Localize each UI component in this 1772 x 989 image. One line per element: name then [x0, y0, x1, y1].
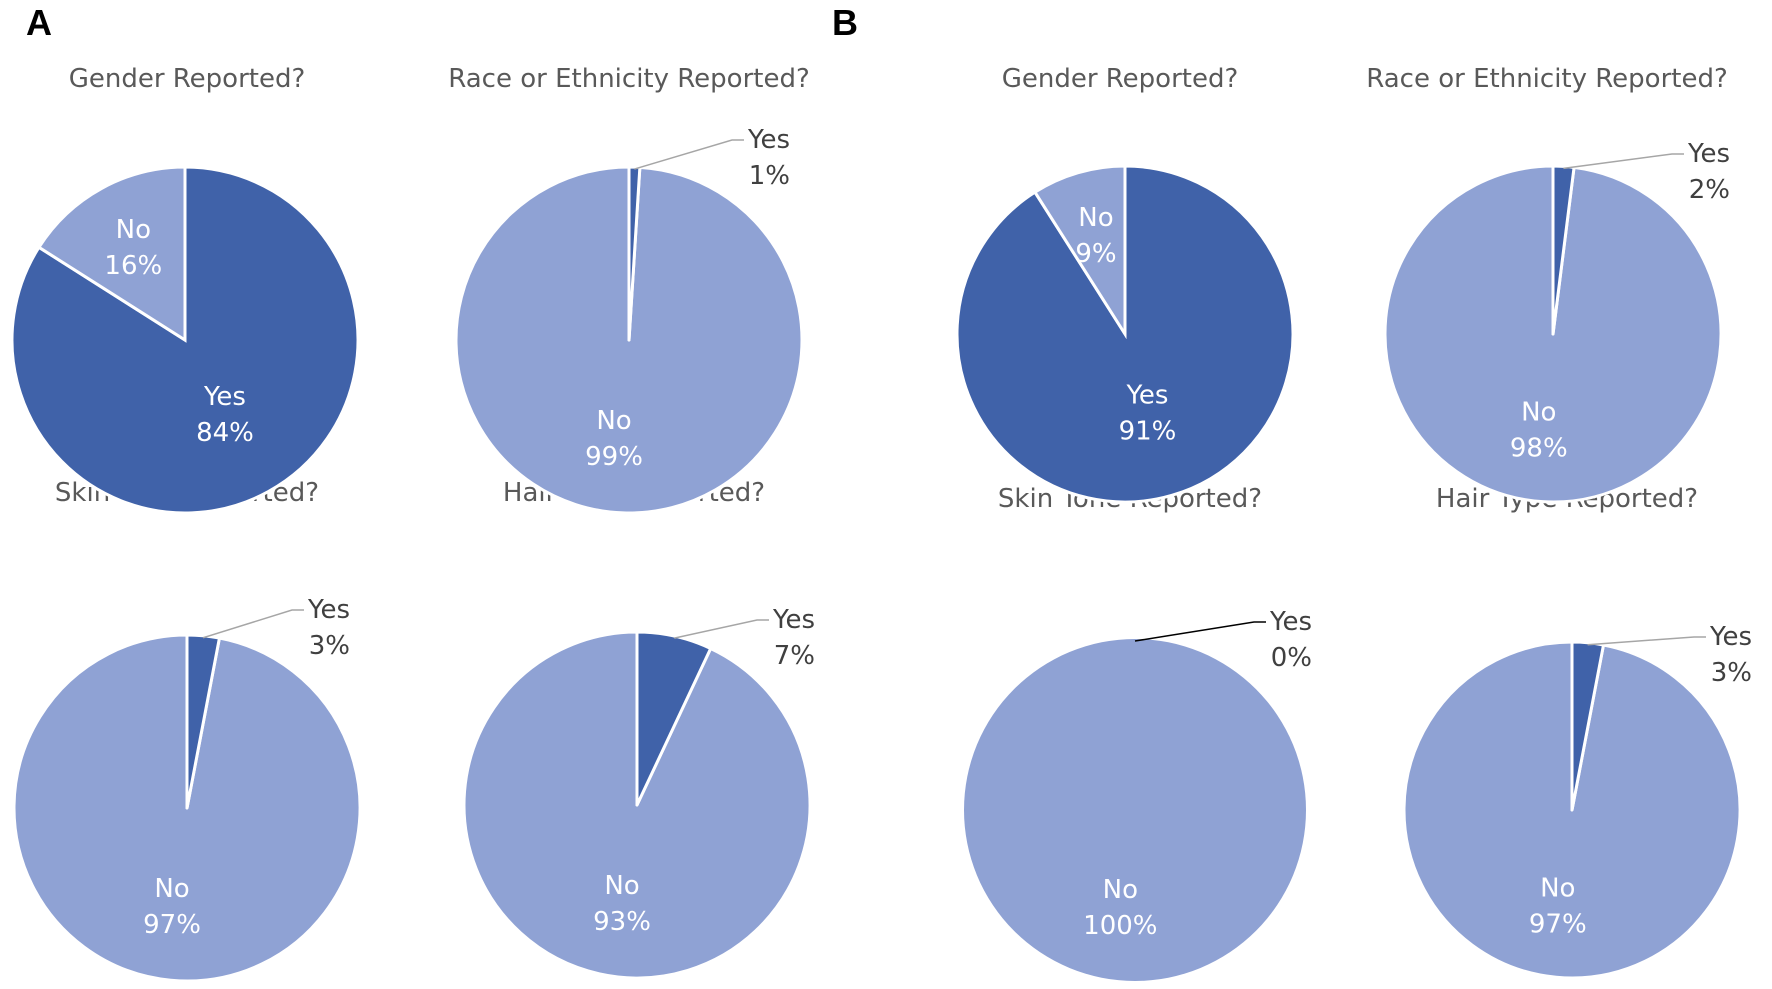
chart-title-a-gender: Gender Reported? [68, 64, 306, 94]
chart-title-b-gender: Gender Reported? [1001, 64, 1239, 94]
leader-line-a-hair-yes [674, 619, 769, 639]
chart-title-b-race: Race or Ethnicity Reported? [1366, 64, 1728, 94]
pie-slice-b-gender-no [1032, 164, 1127, 340]
leader-line-b-hair-yes [1587, 636, 1706, 646]
pie-slice-a-gender-no [36, 165, 187, 343]
pie-slice-b-hair-yes [1570, 640, 1605, 812]
data-label-b-gender-no: No 9% [1075, 203, 1116, 269]
data-label-b-skin-no: No 100% [1083, 875, 1157, 941]
data-label-b-skin-yes: Yes 0% [1269, 607, 1312, 673]
pie-slice-a-hair-yes [635, 630, 713, 807]
data-label-a-skin-yes: Yes 3% [307, 595, 350, 661]
leader-line-b-skin-yes [1134, 621, 1266, 642]
leader-line-b-race-yes [1563, 153, 1684, 170]
panel-label-b: B [832, 2, 858, 43]
data-label-a-race-yes: Yes 1% [747, 125, 790, 191]
data-label-b-race-no: No 98% [1510, 397, 1568, 463]
data-label-b-gender-yes: Yes 91% [1119, 380, 1177, 446]
data-label-a-race-no: No 99% [585, 406, 643, 472]
data-label-b-hair-yes: Yes 3% [1709, 622, 1752, 688]
leader-line-a-race-yes [634, 139, 744, 170]
data-label-a-skin-no: No 97% [143, 874, 201, 940]
data-label-a-hair-yes: Yes 7% [772, 605, 815, 671]
data-label-a-gender-yes: Yes 84% [196, 382, 254, 448]
chart-title-a-race: Race or Ethnicity Reported? [448, 64, 810, 94]
leader-line-a-skin-yes [202, 609, 304, 639]
data-label-a-gender-no: No 16% [104, 215, 162, 281]
data-label-b-hair-no: No 97% [1529, 873, 1587, 939]
data-label-a-hair-no: No 93% [593, 871, 651, 937]
data-label-b-race-yes: Yes 2% [1687, 139, 1730, 205]
pie-slice-a-skin-yes [185, 633, 221, 810]
panel-label-a: A [26, 2, 52, 43]
pie-slice-b-skin-no [964, 639, 1306, 981]
